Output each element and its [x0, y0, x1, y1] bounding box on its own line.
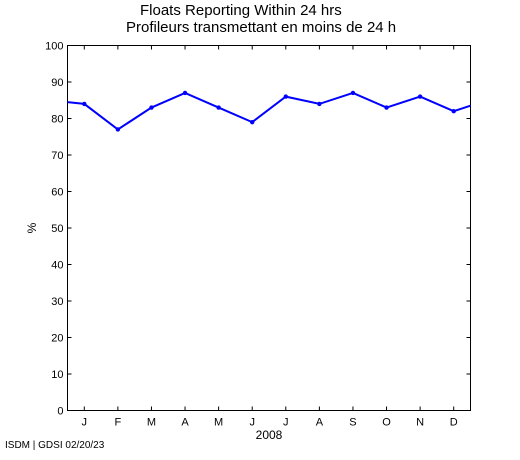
x-tick-label: J	[82, 417, 88, 429]
x-tick-label: A	[181, 417, 189, 429]
data-point	[317, 101, 322, 107]
data-point	[451, 109, 456, 114]
data-point	[250, 119, 255, 125]
data-point	[417, 94, 423, 99]
y-tick-label: 90	[51, 77, 63, 89]
footer-credit: ISDM | GDSI 02/20/23	[5, 440, 105, 451]
data-point	[115, 127, 121, 132]
x-tick-label: D	[450, 417, 458, 429]
series-line	[67, 91, 471, 131]
y-tick-label: 80	[51, 114, 63, 126]
x-tick-label: J	[249, 417, 255, 429]
data-point	[182, 90, 188, 96]
data-point	[384, 105, 389, 110]
y-tick-label: 50	[51, 223, 63, 235]
data-point	[350, 90, 356, 96]
x-tick-label: M	[147, 417, 156, 429]
y-tick-label: 10	[51, 369, 63, 381]
data-point	[149, 105, 154, 110]
y-tick-label: 0	[57, 406, 63, 418]
y-axis-label: %	[25, 222, 39, 233]
x-tick-label: A	[316, 417, 324, 429]
data-point	[216, 105, 221, 110]
series-layer	[67, 90, 471, 132]
y-tick-label: 20	[51, 333, 63, 345]
chart-title: Floats Reporting Within 24 hrs	[140, 2, 342, 19]
x-tick-label: N	[416, 417, 424, 429]
y-tick-label: 100	[45, 41, 63, 53]
y-tick-label: 60	[51, 187, 63, 199]
chart-subtitle: Profileurs transmettant en moins de 24 h	[126, 19, 397, 36]
x-tick-label: J	[283, 417, 289, 429]
x-axis-label: 2008	[256, 428, 283, 442]
x-tick-label: M	[214, 417, 223, 429]
x-tick-label: F	[115, 417, 122, 429]
y-axis: 0 10 20 30 40 50 60 70 80 90 100	[45, 41, 471, 418]
data-point	[82, 101, 87, 107]
x-tick-label: S	[349, 417, 356, 429]
y-tick-label: 30	[51, 296, 63, 308]
y-tick-label: 70	[51, 150, 63, 162]
data-point	[283, 94, 288, 99]
y-tick-label: 40	[51, 260, 63, 272]
x-tick-label: O	[382, 417, 391, 429]
